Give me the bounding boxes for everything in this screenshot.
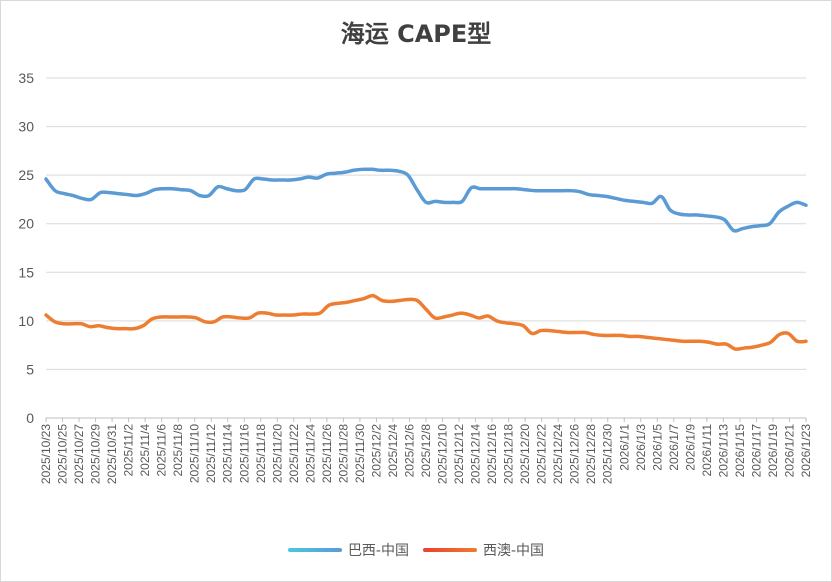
x-tick-label: 2025/11/4 <box>138 424 152 477</box>
x-tick-label: 2025/11/26 <box>320 424 334 483</box>
legend-label-brazil-china: 巴西-中国 <box>347 543 409 559</box>
x-tick-label: 2026/1/21 <box>782 424 796 478</box>
x-tick-label: 2026/1/23 <box>799 424 813 478</box>
x-tick-label: 2025/11/8 <box>171 424 185 477</box>
y-axis: 0 5 10 15 20 25 30 35 <box>18 70 34 426</box>
x-tick-label: 2025/11/12 <box>204 424 218 483</box>
x-tick-label: 2025/10/27 <box>72 424 86 484</box>
y-tick-label: 5 <box>26 361 34 377</box>
series-line-west-australia-china <box>44 293 808 351</box>
series-lines <box>44 167 808 351</box>
y-tick-label: 10 <box>18 313 34 329</box>
x-tick-label: 2025/12/8 <box>419 424 433 478</box>
x-tick-label: 2026/1/3 <box>634 424 648 471</box>
x-tick-label: 2025/11/30 <box>353 424 367 483</box>
x-tick-label: 2025/11/24 <box>303 424 317 483</box>
x-tick-label: 2025/11/14 <box>221 424 235 483</box>
x-tick-label: 2026/1/7 <box>667 424 681 471</box>
x-tick-label: 2025/12/18 <box>502 424 516 484</box>
legend-item-brazil-china: 巴西-中国 <box>287 540 409 560</box>
x-tick-label: 2025/12/28 <box>584 424 598 484</box>
x-axis: 2025/10/23 2025/10/25 2025/10/27 2025/10/29… <box>39 417 813 484</box>
legend: 巴西-中国 西澳-中国 <box>0 540 832 560</box>
y-tick-label: 20 <box>18 216 34 232</box>
gridlines <box>46 77 806 419</box>
x-tick-label: 2025/12/2 <box>369 424 383 478</box>
legend-swatch-west-australia-china <box>423 548 477 552</box>
x-tick-label: 2025/12/10 <box>436 424 450 484</box>
x-tick-label: 2025/11/22 <box>287 424 301 483</box>
x-tick-label: 2025/11/20 <box>270 424 284 483</box>
x-tick-label: 2025/12/12 <box>452 424 466 484</box>
x-tick-label: 2025/11/18 <box>254 424 268 483</box>
legend-label-west-australia-china: 西澳-中国 <box>483 543 545 559</box>
x-tick-label: 2026/1/11 <box>700 424 714 477</box>
x-tick-label: 2025/12/24 <box>551 424 565 484</box>
x-tick-label: 2025/12/4 <box>386 424 400 478</box>
y-tick-label: 30 <box>18 119 34 135</box>
x-tick-label: 2025/11/10 <box>188 424 202 483</box>
x-tick-label: 2026/1/15 <box>733 424 747 478</box>
series-line-brazil-china <box>44 167 808 233</box>
legend-item-west-australia-china: 西澳-中国 <box>423 540 544 560</box>
x-tick-label: 2025/12/14 <box>469 424 483 484</box>
x-tick-label: 2026/1/13 <box>716 424 730 478</box>
x-tick-label: 2025/12/6 <box>402 424 416 478</box>
x-tick-label: 2025/11/2 <box>122 424 136 477</box>
x-tick-label: 2025/12/20 <box>518 424 532 484</box>
x-tick-label: 2025/10/23 <box>39 424 53 484</box>
x-tick-label: 2025/12/16 <box>485 424 499 484</box>
legend-swatch-brazil-china <box>287 548 342 552</box>
y-tick-label: 35 <box>18 70 34 86</box>
x-tick-label: 2025/12/26 <box>568 424 582 484</box>
x-tick-label: 2026/1/19 <box>766 424 780 478</box>
y-tick-label: 25 <box>18 167 34 183</box>
x-tick-label: 2025/12/22 <box>535 424 549 484</box>
x-tick-label: 2025/10/25 <box>56 424 70 484</box>
x-tick-label: 2026/1/5 <box>650 424 664 471</box>
y-tick-label: 0 <box>26 410 34 426</box>
x-tick-label: 2025/12/30 <box>601 424 615 484</box>
x-tick-label: 2025/11/28 <box>336 424 350 483</box>
x-tick-label: 2026/1/1 <box>617 424 631 471</box>
x-tick-label: 2025/11/6 <box>155 424 169 477</box>
x-tick-label: 2025/10/29 <box>89 424 103 484</box>
x-tick-label: 2025/10/31 <box>105 424 119 484</box>
x-tick-label: 2026/1/9 <box>683 424 697 471</box>
y-tick-label: 15 <box>18 264 34 280</box>
x-tick-label: 2025/11/16 <box>237 424 251 483</box>
x-tick-label: 2026/1/17 <box>749 424 763 478</box>
chart-title: 海运 CAPE型 <box>340 20 492 48</box>
